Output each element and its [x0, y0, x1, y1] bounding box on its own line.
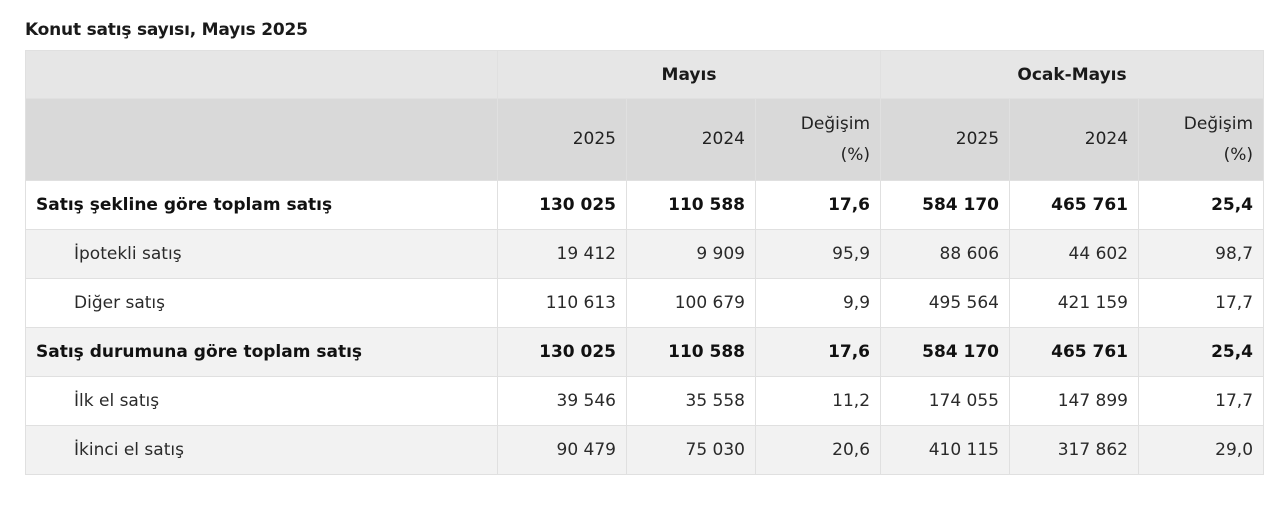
col-header-2024-may: 2024 [626, 98, 756, 181]
change-label-line2: (%) [840, 144, 871, 165]
col-header-2024-ytd: 2024 [1009, 98, 1140, 181]
table-row-second-hand: İkinci el satış 90 479 75 030 20,6 410 1… [25, 425, 1265, 475]
cell-may-2024: 110 588 [626, 327, 756, 377]
cell-ytd-2025: 584 170 [880, 327, 1011, 377]
change-label-line1: Değişim [1183, 113, 1254, 134]
cell-may-2025: 130 025 [497, 180, 627, 230]
header-group-ocak-mayis: Ocak-Mayıs [880, 50, 1265, 99]
cell-ytd-2025: 410 115 [880, 425, 1011, 475]
cell-ytd-2024: 465 761 [1009, 327, 1140, 377]
cell-ytd-2024: 44 602 [1009, 229, 1140, 279]
cell-may-2024: 110 588 [626, 180, 756, 230]
cell-ytd-2025: 495 564 [880, 278, 1011, 328]
cell-may-change: 9,9 [754, 278, 882, 328]
cell-ytd-2024: 421 159 [1009, 278, 1140, 328]
cell-ytd-2025: 88 606 [880, 229, 1011, 279]
cell-ytd-change: 17,7 [1138, 376, 1265, 426]
cell-may-change: 20,6 [754, 425, 882, 475]
col-header-2025-may: 2025 [497, 98, 627, 181]
cell-ytd-change: 17,7 [1138, 278, 1265, 328]
cell-may-2024: 75 030 [626, 425, 756, 475]
cell-ytd-change: 29,0 [1138, 425, 1265, 475]
cell-may-2024: 35 558 [626, 376, 756, 426]
table-title: Konut satış sayısı, Mayıs 2025 [25, 20, 308, 40]
table-row-total-by-type: Satış şekline göre toplam satış 130 025 … [25, 180, 1265, 230]
cell-ytd-2024: 317 862 [1009, 425, 1140, 475]
housing-sales-table: Mayıs Ocak-Mayıs 2025 2024 Değişim (%) 2… [25, 50, 1265, 475]
cell-ytd-2024: 147 899 [1009, 376, 1140, 426]
change-label-line1: Değişim [800, 113, 871, 134]
cell-may-2024: 9 909 [626, 229, 756, 279]
cell-ytd-change: 25,4 [1138, 327, 1265, 377]
row-label: İlk el satış [25, 376, 498, 426]
cell-may-2024: 100 679 [626, 278, 756, 328]
table-row-total-by-status: Satış durumuna göre toplam satış 130 025… [25, 327, 1265, 377]
cell-ytd-change: 25,4 [1138, 180, 1265, 230]
row-label: İpotekli satış [25, 229, 498, 279]
cell-may-change: 11,2 [754, 376, 882, 426]
row-label: Satış durumuna göre toplam satış [25, 327, 498, 377]
cell-ytd-2025: 174 055 [880, 376, 1011, 426]
col-header-2025-ytd: 2025 [880, 98, 1011, 181]
header-column-row: 2025 2024 Değişim (%) 2025 2024 Değişim … [25, 98, 1265, 181]
cell-may-change: 17,6 [754, 327, 882, 377]
cell-may-2025: 110 613 [497, 278, 627, 328]
table-row-first-hand: İlk el satış 39 546 35 558 11,2 174 055 … [25, 376, 1265, 426]
header-group-mayis: Mayıs [496, 50, 882, 99]
cell-may-change: 17,6 [754, 180, 882, 230]
col-header-change-may: Değişim (%) [754, 98, 882, 181]
row-label: İkinci el satış [25, 425, 498, 475]
row-label: Diğer satış [25, 278, 498, 328]
row-label: Satış şekline göre toplam satış [25, 180, 498, 230]
table-row-other-sales: Diğer satış 110 613 100 679 9,9 495 564 … [25, 278, 1265, 328]
change-label-line2: (%) [1223, 144, 1254, 165]
cell-ytd-2025: 584 170 [880, 180, 1011, 230]
cell-may-2025: 90 479 [497, 425, 627, 475]
cell-may-2025: 19 412 [497, 229, 627, 279]
cell-may-2025: 130 025 [497, 327, 627, 377]
header-group-row: Mayıs Ocak-Mayıs [25, 50, 1265, 99]
header-corner-lower [25, 98, 498, 181]
cell-may-2025: 39 546 [497, 376, 627, 426]
cell-ytd-change: 98,7 [1138, 229, 1265, 279]
col-header-change-ytd: Değişim (%) [1138, 98, 1265, 181]
header-corner [25, 50, 498, 99]
table-row-mortgaged: İpotekli satış 19 412 9 909 95,9 88 606 … [25, 229, 1265, 279]
cell-may-change: 95,9 [754, 229, 882, 279]
cell-ytd-2024: 465 761 [1009, 180, 1140, 230]
